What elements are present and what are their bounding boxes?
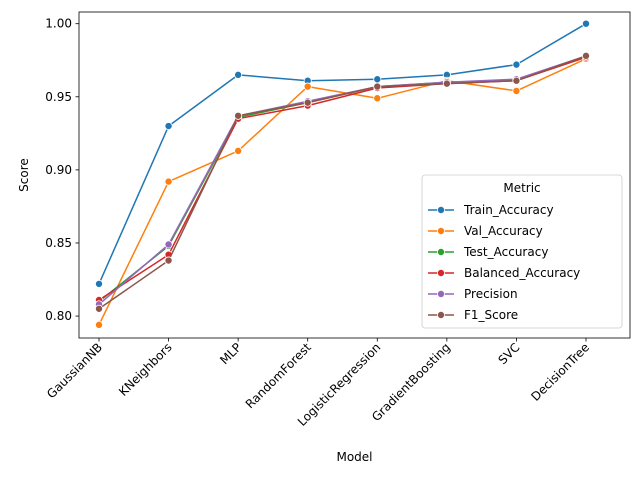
legend-entry-label: Train_Accuracy	[463, 203, 554, 217]
legend-swatch-marker	[436, 226, 445, 235]
data-point	[234, 146, 243, 155]
data-point	[234, 111, 243, 120]
series-line-f1-score	[98, 55, 587, 310]
y-tick-label: 1.00	[45, 17, 72, 31]
data-point	[303, 82, 312, 91]
series-line-val-accuracy	[98, 58, 587, 326]
series-line-train-accuracy	[98, 23, 587, 285]
legend-swatch-marker	[436, 289, 445, 298]
y-tick-label: 0.80	[45, 309, 72, 323]
data-point	[164, 256, 173, 265]
data-point	[442, 79, 451, 88]
legend-box	[421, 174, 623, 329]
legend-swatch-marker	[436, 247, 445, 256]
data-point	[164, 240, 173, 249]
y-tick-label: 0.95	[45, 90, 72, 104]
y-tick-label: 0.85	[45, 236, 72, 250]
data-point	[581, 19, 590, 28]
data-point	[95, 304, 104, 313]
legend-entry-label: Val_Accuracy	[464, 224, 543, 238]
data-point	[512, 86, 521, 95]
legend-title: Metric	[503, 181, 540, 195]
data-point	[164, 122, 173, 131]
legend-swatch-marker	[436, 268, 445, 277]
legend-swatch-marker	[436, 205, 445, 214]
data-point	[373, 82, 382, 91]
legend: Metric Train_Accuracy Val_Accuracy Test_Acc…	[421, 174, 623, 329]
data-point	[95, 279, 104, 288]
legend-entry-label: Test_Accuracy	[463, 245, 548, 259]
legend-entry-label: Balanced_Accuracy	[464, 266, 580, 280]
legend-entry-label: Precision	[464, 287, 518, 301]
data-point	[512, 60, 521, 69]
data-point	[303, 98, 312, 107]
data-point	[95, 320, 104, 329]
data-point	[164, 177, 173, 186]
data-point	[581, 51, 590, 60]
y-axis-label: Score	[17, 158, 31, 192]
x-axis-label: Model	[336, 450, 372, 464]
data-point	[373, 75, 382, 84]
data-point	[512, 76, 521, 85]
plot-area	[95, 19, 590, 329]
axes-frame	[78, 11, 631, 339]
data-point	[234, 70, 243, 79]
y-tick-label: 0.90	[45, 163, 72, 177]
legend-swatch-marker	[436, 310, 445, 319]
data-point	[373, 94, 382, 103]
legend-entry-label: F1_Score	[464, 308, 518, 322]
